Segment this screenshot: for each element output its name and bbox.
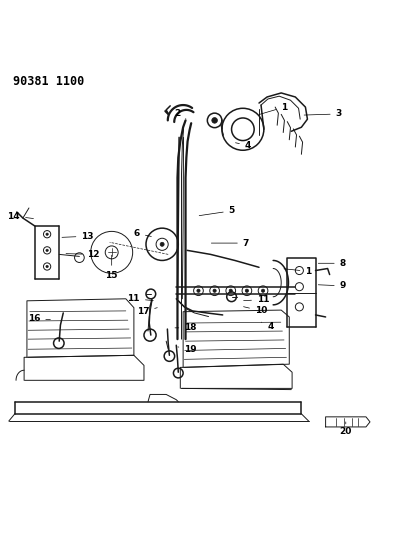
Text: 7: 7 bbox=[211, 239, 249, 248]
Text: 90381 1100: 90381 1100 bbox=[13, 75, 84, 88]
Text: 1: 1 bbox=[284, 267, 312, 276]
Text: 8: 8 bbox=[318, 259, 346, 268]
Text: 11: 11 bbox=[128, 294, 153, 303]
Text: 6: 6 bbox=[134, 229, 151, 238]
Text: 13: 13 bbox=[62, 232, 94, 241]
Circle shape bbox=[46, 265, 48, 268]
Text: 18: 18 bbox=[175, 324, 197, 333]
Text: 16: 16 bbox=[28, 314, 50, 324]
Circle shape bbox=[245, 289, 249, 292]
Circle shape bbox=[213, 289, 216, 292]
Circle shape bbox=[261, 289, 264, 292]
Text: 15: 15 bbox=[105, 255, 118, 280]
Text: 3: 3 bbox=[304, 109, 342, 118]
Text: 20: 20 bbox=[340, 422, 352, 435]
Text: 4: 4 bbox=[262, 322, 273, 331]
Text: 2: 2 bbox=[174, 109, 186, 119]
Text: 19: 19 bbox=[178, 345, 197, 354]
Text: 17: 17 bbox=[136, 307, 157, 316]
Circle shape bbox=[46, 249, 48, 252]
Circle shape bbox=[197, 289, 200, 292]
Text: 1: 1 bbox=[260, 102, 288, 115]
Text: 12: 12 bbox=[66, 250, 100, 259]
Text: 14: 14 bbox=[7, 212, 34, 221]
Circle shape bbox=[229, 289, 232, 292]
Circle shape bbox=[46, 233, 48, 236]
Text: 9: 9 bbox=[318, 281, 346, 290]
Text: 11: 11 bbox=[244, 295, 269, 304]
Circle shape bbox=[212, 118, 217, 123]
Text: 4: 4 bbox=[235, 141, 251, 150]
Circle shape bbox=[160, 243, 164, 246]
Text: 5: 5 bbox=[199, 206, 235, 216]
Text: 10: 10 bbox=[243, 306, 267, 316]
